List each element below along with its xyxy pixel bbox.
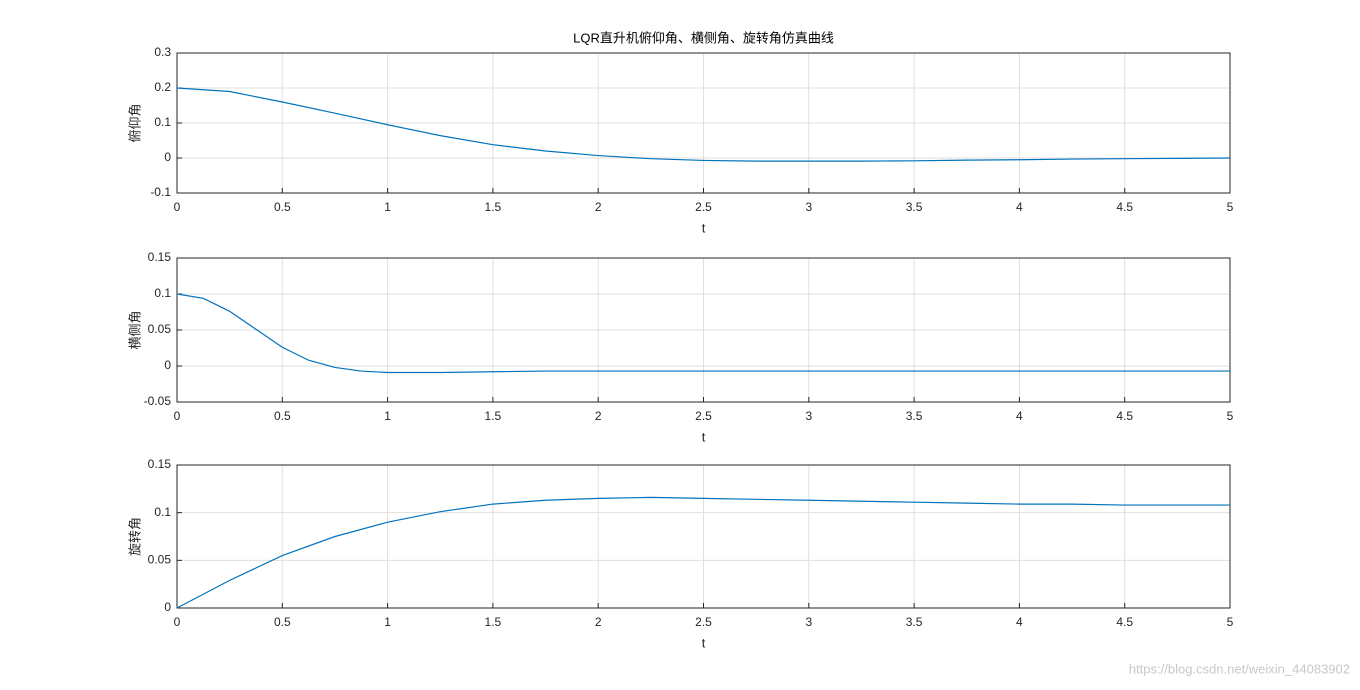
x-tick-label: 4 [1016, 409, 1023, 423]
y-tick-label: -0.05 [144, 394, 172, 408]
x-tick-label: 4 [1016, 200, 1023, 214]
x-axis-label: t [702, 429, 706, 444]
x-axis-label: t [702, 220, 706, 235]
x-tick-label: 0.5 [274, 200, 291, 214]
x-tick-label: 3 [805, 200, 812, 214]
axes-box [176, 464, 1231, 609]
x-tick-label: 0 [174, 409, 181, 423]
x-tick-label: 2 [595, 615, 602, 629]
x-tick-label: 3.5 [906, 615, 923, 629]
y-axis-label: 旋转角 [127, 517, 142, 556]
line [176, 293, 1230, 374]
chart-title: LQR直升机俯仰角、横侧角、旋转角仿真曲线 [573, 30, 834, 45]
x-tick-label: 1 [384, 615, 391, 629]
x-tick-label: 2.5 [695, 200, 712, 214]
y-tick-label: 0.15 [148, 457, 172, 471]
watermark: https://blog.csdn.net/weixin_44083902 [1129, 661, 1350, 676]
x-tick-label: 1.5 [485, 409, 502, 423]
y-tick-label: 0.15 [148, 250, 172, 264]
x-tick-label: 0.5 [274, 615, 291, 629]
x-tick-label: 1.5 [485, 200, 502, 214]
axes-box [176, 52, 1231, 194]
x-tick-label: 1.5 [485, 615, 502, 629]
y-axis-label: 横侧角 [127, 310, 142, 349]
y-tick-label: -0.1 [150, 185, 171, 199]
x-tick-label: 0 [174, 615, 181, 629]
x-tick-label: 2.5 [695, 409, 712, 423]
line [176, 87, 1231, 162]
line [176, 496, 1230, 609]
y-tick-label: 0.3 [154, 45, 171, 59]
y-tick-label: 0.05 [148, 553, 172, 567]
x-tick-label: 0 [174, 200, 181, 214]
x-tick-label: 4.5 [1116, 615, 1133, 629]
x-tick-label: 2 [595, 409, 602, 423]
y-tick-label: 0 [164, 600, 171, 614]
axes-box [176, 257, 1231, 403]
x-tick-label: 2.5 [695, 615, 712, 629]
x-tick-label: 5 [1227, 200, 1234, 214]
y-tick-label: 0.05 [148, 322, 172, 336]
y-tick-label: 0 [164, 150, 171, 164]
x-tick-label: 4 [1016, 615, 1023, 629]
x-tick-label: 3.5 [906, 409, 923, 423]
y-tick-label: 0.1 [154, 115, 171, 129]
x-tick-label: 1 [384, 200, 391, 214]
x-tick-label: 4.5 [1116, 200, 1133, 214]
y-axis-label: 俯仰角 [127, 103, 142, 142]
x-tick-label: 5 [1227, 409, 1234, 423]
y-tick-label: 0.1 [154, 505, 171, 519]
x-tick-label: 0.5 [274, 409, 291, 423]
x-tick-label: 5 [1227, 615, 1234, 629]
x-axis-label: t [702, 635, 706, 650]
y-tick-label: 0.2 [154, 80, 171, 94]
y-tick-label: 0 [164, 358, 171, 372]
y-tick-label: 0.1 [154, 286, 171, 300]
x-tick-label: 1 [384, 409, 391, 423]
x-tick-label: 2 [595, 200, 602, 214]
x-tick-label: 3 [805, 615, 812, 629]
x-tick-label: 4.5 [1116, 409, 1133, 423]
x-tick-label: 3 [805, 409, 812, 423]
x-tick-label: 3.5 [906, 200, 923, 214]
